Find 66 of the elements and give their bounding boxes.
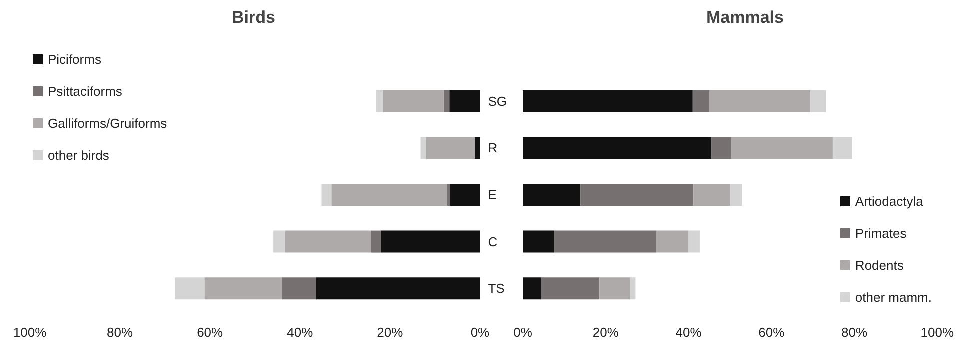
x-tick-label: 80% (841, 325, 868, 340)
legend-label: other birds (48, 148, 110, 163)
bar (426, 137, 475, 160)
bar (376, 90, 383, 112)
bar (523, 137, 712, 160)
y-tick-label: SG (488, 94, 508, 109)
bar (541, 278, 600, 300)
bar (474, 137, 480, 160)
bar (656, 230, 688, 253)
bar (580, 184, 694, 206)
legend-label: Rodents (855, 258, 904, 273)
chart-title: Birds (232, 8, 276, 27)
chart-title: Mammals (706, 8, 784, 27)
x-tick-label: 40% (676, 325, 702, 340)
bar (600, 278, 630, 300)
legend-label: Artiodactyla (855, 194, 924, 209)
bar (371, 230, 381, 253)
bar (322, 184, 332, 206)
bar (731, 137, 833, 160)
bar (204, 278, 282, 300)
x-tick-label: 100% (13, 325, 48, 340)
y-tick-label: E (488, 188, 498, 202)
legend-label: Primates (855, 226, 908, 241)
bar (380, 230, 480, 253)
y-tick-label: TS (488, 281, 506, 296)
y-tick-label: C (488, 234, 498, 250)
y-tick-label: R (488, 140, 498, 156)
bar (688, 230, 700, 253)
bar (285, 230, 372, 253)
legend-label: Piciforms (48, 52, 102, 67)
bar (712, 137, 732, 160)
bar (709, 90, 810, 112)
x-tick-label: 20% (592, 325, 620, 340)
bar (523, 90, 693, 112)
bar (630, 278, 636, 300)
bar (332, 184, 448, 206)
bar (450, 90, 480, 112)
x-tick-label: 100% (920, 325, 954, 340)
bar (730, 184, 742, 206)
bar (810, 90, 826, 112)
bar (447, 184, 451, 206)
legend-label: Psittaciforms (48, 84, 123, 99)
bar (444, 90, 450, 112)
bar (282, 278, 316, 300)
bar (316, 278, 480, 300)
bar (174, 278, 205, 300)
bar (554, 230, 656, 253)
legend-label: other mamm. (855, 290, 932, 305)
x-tick-label: 0% (514, 325, 533, 340)
bar (694, 184, 730, 206)
x-tick-label: 40% (287, 325, 314, 340)
bar (420, 137, 426, 160)
bar (382, 90, 444, 112)
x-tick-label: 60% (197, 325, 224, 340)
x-tick-label: 20% (377, 325, 404, 340)
x-tick-label: 0% (470, 325, 490, 340)
bar (274, 230, 286, 253)
bar (692, 90, 710, 112)
bar (523, 278, 542, 300)
x-tick-label: 60% (758, 325, 786, 340)
bar (523, 184, 581, 206)
legend-label: Galliforms/Gruiforms (48, 116, 168, 131)
bar (832, 137, 852, 160)
x-tick-label: 80% (107, 325, 134, 340)
bar (450, 184, 480, 206)
bar (523, 230, 554, 253)
